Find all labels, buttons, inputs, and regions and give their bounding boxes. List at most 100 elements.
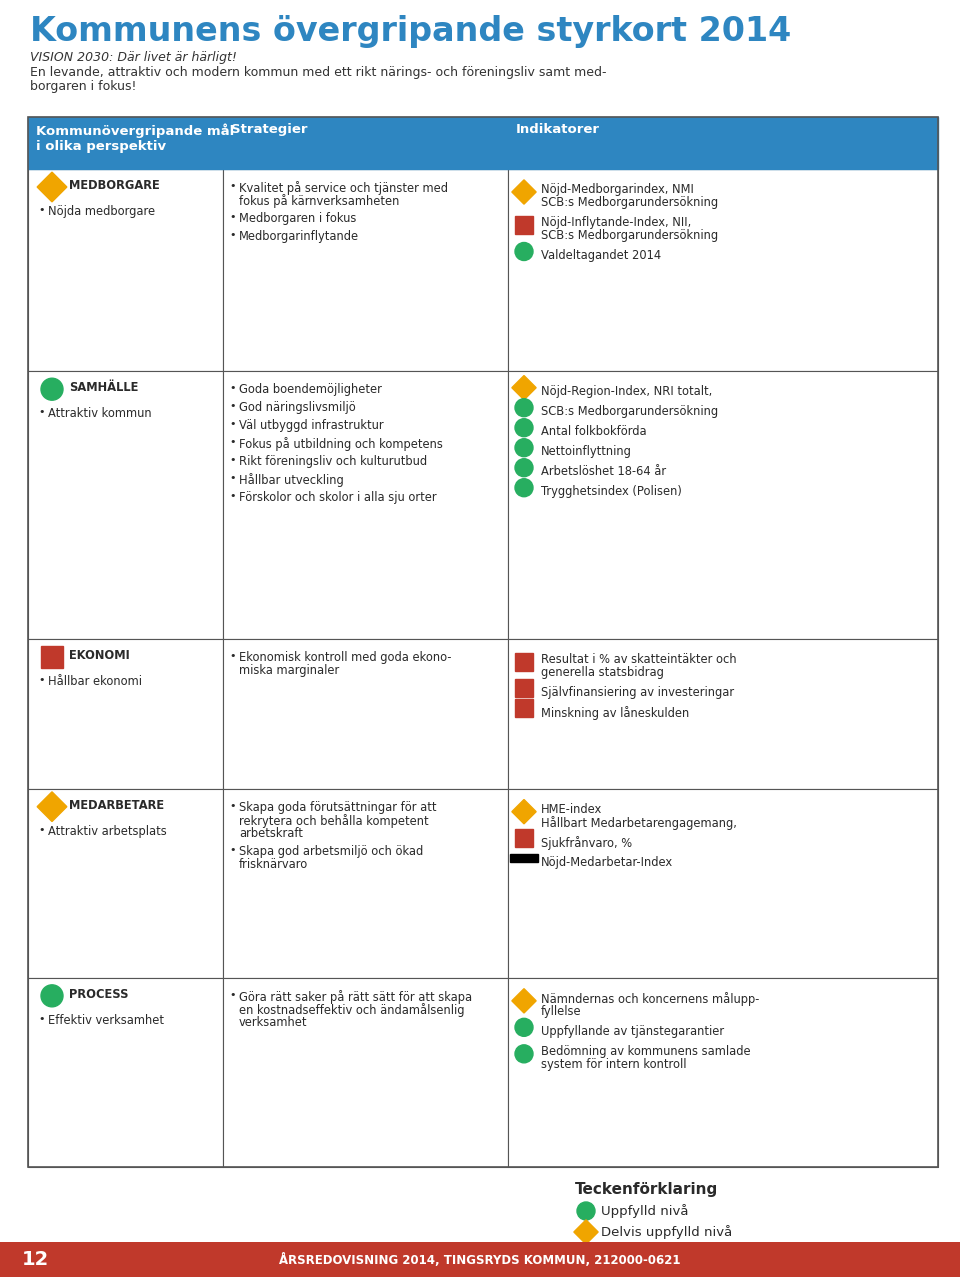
FancyBboxPatch shape — [508, 789, 938, 978]
Text: •: • — [229, 212, 235, 222]
Text: Medborgaren i fokus: Medborgaren i fokus — [239, 212, 356, 225]
Text: Kvalitet på service och tjänster med: Kvalitet på service och tjänster med — [239, 181, 448, 195]
FancyBboxPatch shape — [571, 1269, 600, 1277]
FancyBboxPatch shape — [28, 372, 223, 638]
Text: 12: 12 — [22, 1250, 49, 1269]
Text: generella statsbidrag: generella statsbidrag — [541, 665, 664, 678]
Text: Attraktiv kommun: Attraktiv kommun — [48, 407, 152, 420]
Circle shape — [41, 985, 63, 1006]
Text: •: • — [38, 674, 44, 684]
Text: Ekonomisk kontroll med goda ekono-: Ekonomisk kontroll med goda ekono- — [239, 651, 451, 664]
Text: Hållbart Medarbetarengagemang,: Hållbart Medarbetarengagemang, — [541, 816, 737, 830]
Polygon shape — [512, 799, 536, 824]
Text: Bedömning av kommunens samlade: Bedömning av kommunens samlade — [541, 1045, 751, 1057]
Text: Självfinansiering av investeringar: Självfinansiering av investeringar — [541, 686, 734, 699]
Text: VISION 2030: Där livet är härligt!: VISION 2030: Där livet är härligt! — [30, 51, 237, 64]
Circle shape — [515, 1045, 533, 1062]
Text: Arbetslöshet 18-64 år: Arbetslöshet 18-64 år — [541, 465, 666, 478]
Text: Teckenförklaring: Teckenförklaring — [575, 1183, 718, 1197]
Text: •: • — [229, 990, 235, 1000]
Text: fokus på kärnverksamheten: fokus på kärnverksamheten — [239, 194, 399, 208]
Circle shape — [515, 398, 533, 416]
FancyBboxPatch shape — [508, 638, 938, 789]
Text: •: • — [229, 181, 235, 192]
Text: Hållbar utveckling: Hållbar utveckling — [239, 474, 344, 488]
Text: SCB:s Medborgarundersökning: SCB:s Medborgarundersökning — [541, 195, 718, 209]
Text: borgaren i fokus!: borgaren i fokus! — [30, 80, 136, 93]
Polygon shape — [574, 1220, 598, 1244]
FancyBboxPatch shape — [41, 646, 63, 668]
Text: Kommunövergripande mål
i olika perspektiv: Kommunövergripande mål i olika perspekti… — [36, 123, 234, 152]
Text: •: • — [229, 474, 235, 483]
Text: Uppfyllande av tjänstegarantier: Uppfyllande av tjänstegarantier — [541, 1025, 724, 1038]
FancyBboxPatch shape — [515, 699, 533, 718]
Circle shape — [577, 1202, 595, 1220]
FancyBboxPatch shape — [28, 169, 223, 372]
Text: •: • — [229, 437, 235, 447]
Circle shape — [515, 479, 533, 497]
Text: •: • — [229, 651, 235, 660]
Text: •: • — [229, 455, 235, 465]
FancyBboxPatch shape — [223, 117, 508, 169]
Text: •: • — [229, 844, 235, 854]
Text: Nöjd-Medborgarindex, NMI: Nöjd-Medborgarindex, NMI — [541, 183, 694, 195]
Text: Strategier: Strategier — [231, 123, 307, 135]
Text: Sjukfrånvaro, %: Sjukfrånvaro, % — [541, 835, 632, 849]
FancyBboxPatch shape — [0, 1243, 960, 1277]
Text: Nettoinflyttning: Nettoinflyttning — [541, 446, 632, 458]
Text: •: • — [38, 407, 44, 418]
Text: Delvis uppfylld nivå: Delvis uppfylld nivå — [601, 1225, 732, 1239]
FancyBboxPatch shape — [28, 117, 223, 169]
Text: Väl utbyggd infrastruktur: Väl utbyggd infrastruktur — [239, 419, 384, 432]
Text: •: • — [38, 825, 44, 835]
Text: PROCESS: PROCESS — [69, 988, 129, 1001]
Text: verksamhet: verksamhet — [239, 1015, 307, 1029]
Text: Rikt föreningsliv och kulturutbud: Rikt föreningsliv och kulturutbud — [239, 455, 427, 469]
Text: Trygghetsindex (Polisen): Trygghetsindex (Polisen) — [541, 485, 682, 498]
Circle shape — [515, 243, 533, 261]
Text: •: • — [229, 419, 235, 429]
Text: en kostnadseffektiv och ändamålsenlig: en kostnadseffektiv och ändamålsenlig — [239, 1002, 465, 1016]
Text: rekrytera och behålla kompetent: rekrytera och behålla kompetent — [239, 813, 428, 827]
Text: EKONOMI: EKONOMI — [69, 649, 130, 661]
FancyBboxPatch shape — [223, 372, 508, 638]
Polygon shape — [512, 375, 536, 400]
FancyBboxPatch shape — [515, 216, 533, 234]
Polygon shape — [512, 180, 536, 204]
Circle shape — [515, 439, 533, 457]
Text: fyllelse: fyllelse — [541, 1005, 582, 1018]
Text: Minskning av låneskulden: Minskning av låneskulden — [541, 706, 689, 720]
Text: system för intern kontroll: system för intern kontroll — [541, 1057, 686, 1071]
FancyBboxPatch shape — [510, 854, 539, 862]
Text: •: • — [229, 230, 235, 240]
Text: Antal folkbokförda: Antal folkbokförda — [541, 425, 647, 438]
Circle shape — [515, 458, 533, 476]
FancyBboxPatch shape — [223, 789, 508, 978]
FancyBboxPatch shape — [508, 978, 938, 1167]
Text: Ingen mätning: Ingen mätning — [601, 1267, 698, 1277]
Text: •: • — [229, 492, 235, 501]
Text: Ej uppfylld nivå: Ej uppfylld nivå — [601, 1246, 704, 1260]
FancyBboxPatch shape — [223, 978, 508, 1167]
Text: Nämndernas och koncernens målupp-: Nämndernas och koncernens målupp- — [541, 992, 759, 1006]
FancyBboxPatch shape — [223, 169, 508, 372]
Text: •: • — [38, 1014, 44, 1024]
Text: God näringslivsmiljö: God näringslivsmiljö — [239, 401, 356, 414]
Text: miska marginaler: miska marginaler — [239, 664, 339, 677]
Text: SCB:s Medborgarundersökning: SCB:s Medborgarundersökning — [541, 229, 718, 243]
Text: ÅRSREDOVISNING 2014, TINGSRYDS KOMMUN, 212000-0621: ÅRSREDOVISNING 2014, TINGSRYDS KOMMUN, 2… — [279, 1253, 681, 1267]
Text: Nöjd-Region-Index, NRI totalt,: Nöjd-Region-Index, NRI totalt, — [541, 386, 712, 398]
Text: Resultat i % av skatteintäkter och: Resultat i % av skatteintäkter och — [541, 653, 736, 665]
Polygon shape — [37, 172, 67, 202]
Text: Nöjd-Medarbetar-Index: Nöjd-Medarbetar-Index — [541, 856, 673, 868]
Text: •: • — [229, 801, 235, 811]
Text: En levande, attraktiv och modern kommun med ett rikt närings- och föreningsliv s: En levande, attraktiv och modern kommun … — [30, 66, 607, 79]
Text: Fokus på utbildning och kompetens: Fokus på utbildning och kompetens — [239, 437, 443, 451]
Circle shape — [515, 1018, 533, 1037]
Text: •: • — [229, 383, 235, 393]
Text: Skapa god arbetsmiljö och ökad: Skapa god arbetsmiljö och ökad — [239, 844, 423, 858]
Text: Attraktiv arbetsplats: Attraktiv arbetsplats — [48, 825, 167, 838]
Text: Valdeltagandet 2014: Valdeltagandet 2014 — [541, 249, 661, 262]
Text: Uppfylld nivå: Uppfylld nivå — [601, 1204, 688, 1218]
Text: SCB:s Medborgarundersökning: SCB:s Medborgarundersökning — [541, 405, 718, 418]
